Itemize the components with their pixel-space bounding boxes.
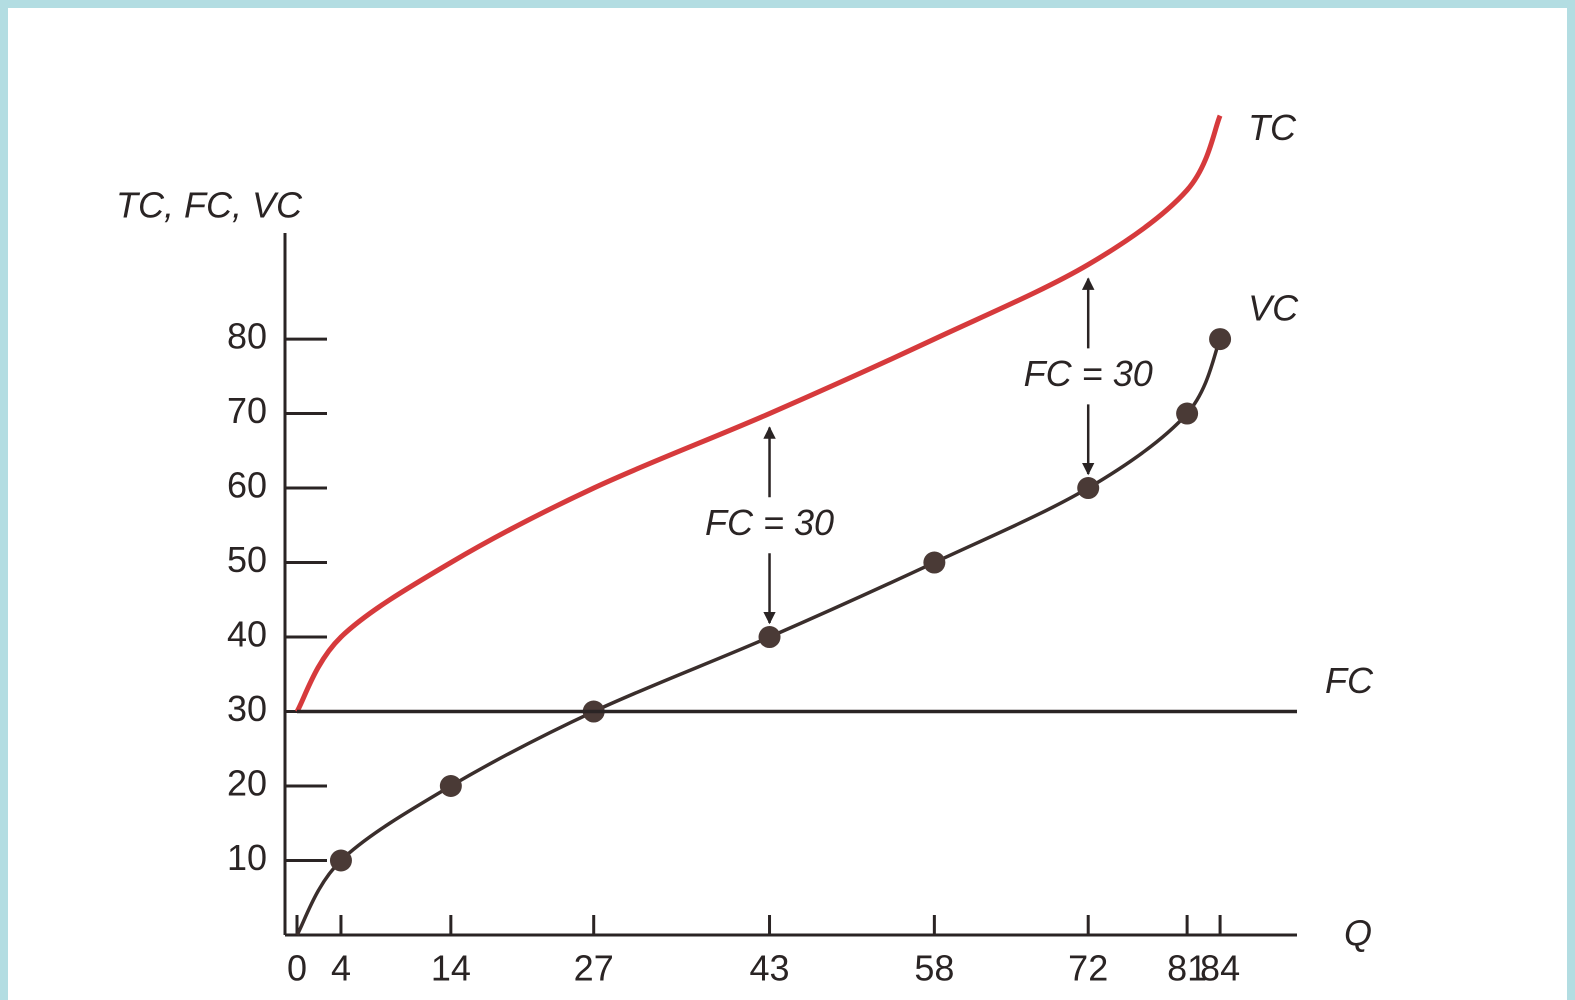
y-tick-label: 10 [227,837,267,878]
y-axis-label: TC, FC, VC [116,185,303,226]
data-point [1176,402,1199,425]
data-point [1209,328,1232,351]
y-tick-label: 30 [227,688,267,729]
annotation: FC = 30 [1024,353,1153,394]
x-tick-label: 0 [287,948,307,989]
data-point [1077,477,1100,500]
x-tick-label: 84 [1200,948,1240,989]
y-tick-label: 50 [227,539,267,580]
annotation: FC = 30 [705,502,834,543]
x-tick-label: 43 [750,948,790,989]
series-label: FC [1325,660,1374,701]
y-tick-label: 60 [227,465,267,506]
x-tick-label: 14 [431,948,471,989]
series-label: TC [1248,107,1297,148]
y-tick-label: 70 [227,390,267,431]
x-tick-label: 27 [574,948,614,989]
y-tick-label: 80 [227,316,267,357]
x-tick-label: 4 [331,948,351,989]
y-tick-label: 40 [227,614,267,655]
y-tick-label: 20 [227,763,267,804]
x-tick-label: 72 [1068,948,1108,989]
x-tick-label: 58 [914,948,954,989]
x-tick-label: 81 [1167,948,1207,989]
x-axis-label: Q [1344,913,1372,954]
data-point [439,775,462,798]
series-line [294,114,1223,713]
data-point [758,626,781,649]
chart: TC, FC, VC Q 10 20 30 40 50 60 70 80 0 4 14 27 43 58 7… [116,107,1374,989]
data-point [329,849,352,872]
data-point [923,551,946,574]
series-label: VC [1248,288,1299,329]
